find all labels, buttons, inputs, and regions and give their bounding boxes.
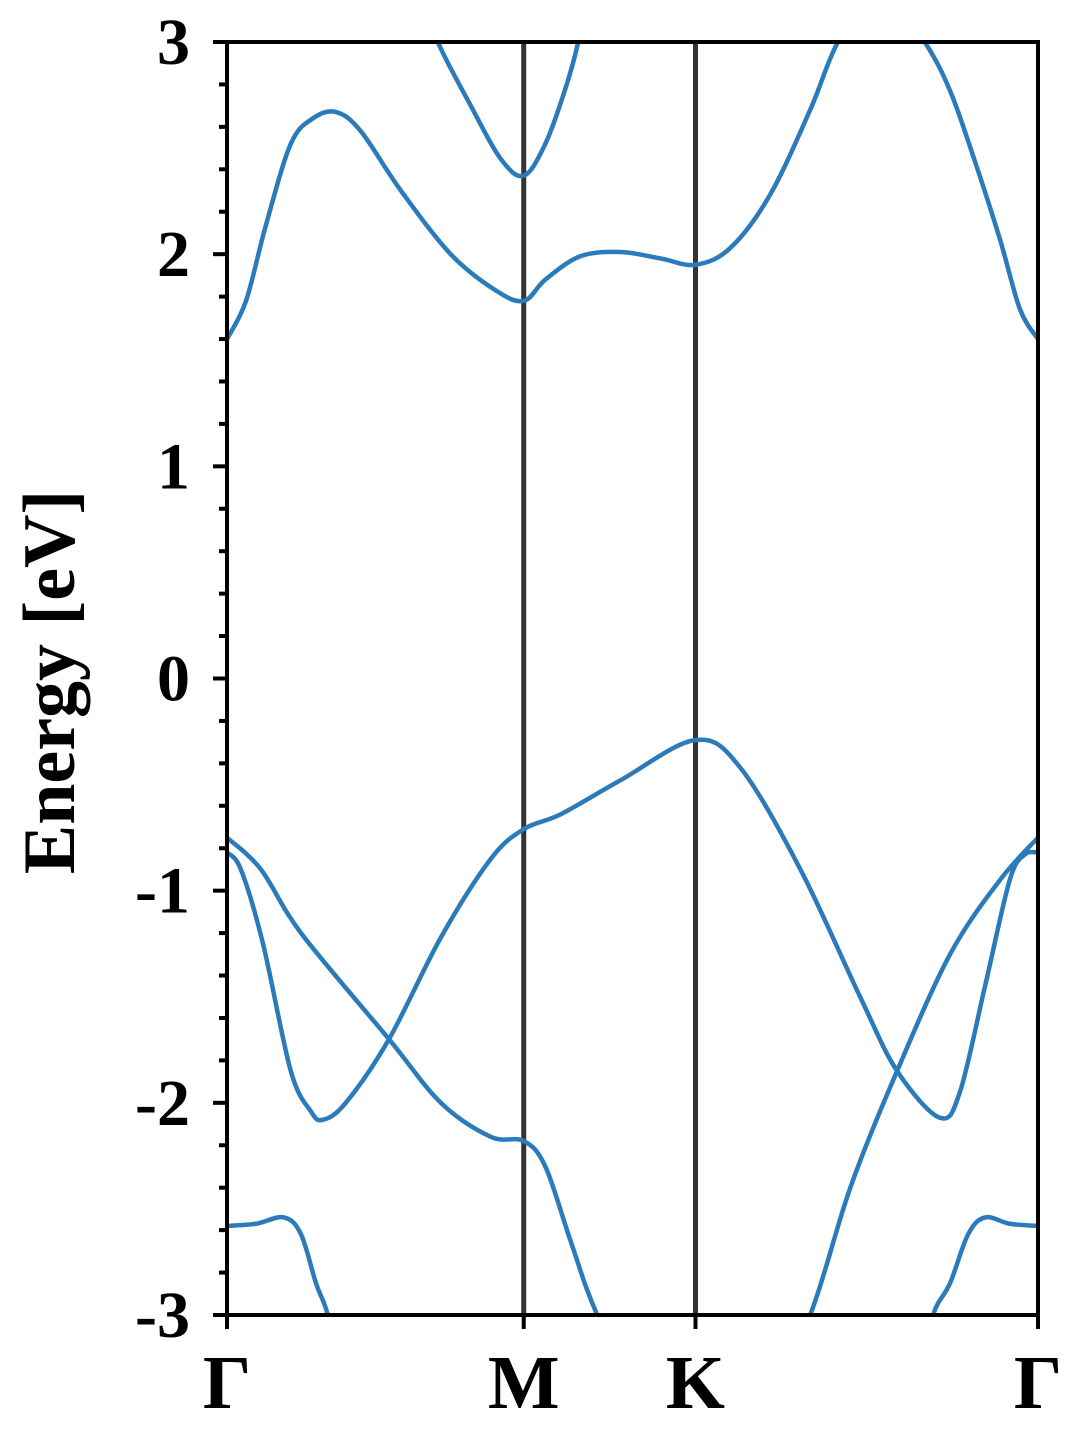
x-tick-label: Γ	[203, 1341, 251, 1425]
y-tick-label: 3	[157, 6, 190, 79]
band-line-3	[227, 737, 1038, 1123]
plot-frame	[225, 40, 1040, 1317]
band-line-5	[227, 1214, 331, 1315]
band-line-1	[227, 42, 1038, 341]
bands	[227, 42, 1038, 1315]
band-line-2	[435, 42, 581, 179]
high-symmetry-lines	[521, 42, 698, 1315]
x-tick-label: Γ	[1014, 1341, 1062, 1425]
x-tick-label: K	[666, 1341, 725, 1425]
y-tick-label: -1	[135, 855, 190, 928]
y-tick-label: -3	[135, 1279, 190, 1352]
y-tick-label: 1	[157, 430, 190, 503]
y-tick-label: -2	[135, 1067, 190, 1140]
y-tick-label: 2	[157, 218, 190, 291]
y-axis-ticks: -3 -2 -1 0 1 2 3	[135, 6, 227, 1352]
x-tick-label: M	[488, 1341, 560, 1425]
band-line-4	[227, 835, 1038, 1315]
y-axis-label: Energy [eV]	[9, 490, 91, 874]
band-line-6	[930, 1214, 1038, 1315]
y-tick-label: 0	[157, 643, 190, 716]
